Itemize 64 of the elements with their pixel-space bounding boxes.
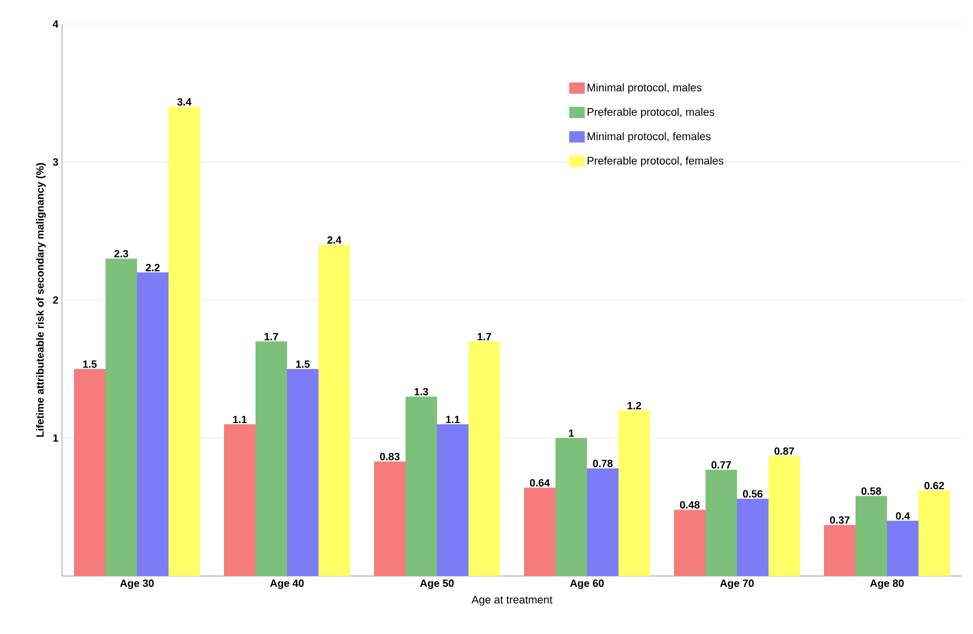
data-label: 1.3 — [414, 388, 428, 396]
legend-label: Preferable protocol, females — [588, 156, 724, 167]
bar — [318, 244, 350, 576]
data-label: 0.78 — [592, 460, 613, 468]
data-label: 0.83 — [380, 452, 400, 460]
data-label: 3.4 — [177, 98, 192, 106]
data-label: 0.37 — [830, 516, 850, 524]
bar — [524, 488, 556, 576]
x-axis-title: Age at treatment — [472, 596, 552, 606]
data-label: 1.5 — [83, 360, 97, 368]
y-tick-label: 2 — [53, 296, 58, 304]
legend-label: Preferable protocol, males — [588, 108, 714, 118]
bar — [406, 396, 438, 576]
data-label: 2.2 — [146, 264, 160, 272]
x-tick-label: Age 80 — [870, 580, 904, 590]
bar — [618, 410, 650, 576]
x-tick-label: Age 50 — [420, 580, 454, 590]
bar — [737, 498, 769, 576]
data-label: 2.3 — [114, 250, 128, 258]
data-label: 0.58 — [861, 487, 882, 495]
bar — [887, 520, 919, 576]
data-label: 1.5 — [296, 360, 310, 368]
bar — [437, 424, 469, 576]
data-label: 1.7 — [478, 333, 492, 340]
bar — [168, 106, 200, 576]
bar — [824, 524, 856, 576]
bar — [287, 369, 318, 576]
bar — [587, 468, 619, 576]
bar — [374, 461, 406, 576]
y-tick-label: 4 — [52, 20, 58, 28]
data-label: 0.77 — [711, 461, 731, 469]
data-label: 0.64 — [530, 479, 550, 486]
y-axis-title: Lifetime attributeable risk of secondary malignancy (%) — [36, 163, 46, 437]
data-label: 0.48 — [680, 501, 700, 509]
bar — [556, 438, 588, 576]
bar — [918, 490, 950, 576]
y-tick-label: 1 — [53, 434, 58, 442]
data-label: 0.4 — [896, 512, 910, 520]
x-tick-label: Age 60 — [570, 580, 604, 590]
bar — [74, 369, 106, 576]
data-label: 1.1 — [446, 416, 460, 424]
data-label: 0.87 — [774, 447, 794, 455]
data-label: 1.7 — [264, 333, 278, 340]
x-tick-label: Age 30 — [120, 580, 154, 590]
bar — [768, 456, 800, 576]
bar — [468, 341, 500, 576]
legend-label: Minimal protocol, males — [588, 83, 702, 94]
data-label: 0.56 — [742, 490, 763, 498]
y-tick-label: 3 — [52, 158, 58, 166]
data-label: 2.4 — [327, 236, 342, 244]
x-tick-label: Age 40 — [270, 580, 304, 590]
data-label: 1 — [569, 430, 574, 437]
bar — [137, 272, 168, 576]
legend-label: Minimal protocol, females — [588, 132, 711, 142]
data-label: 1.2 — [628, 402, 642, 410]
bar — [256, 341, 287, 576]
x-tick-label: Age 70 — [720, 580, 754, 590]
bar — [706, 470, 738, 576]
data-label: 0.62 — [924, 482, 944, 490]
bar — [106, 258, 137, 576]
bar — [224, 424, 256, 576]
bar — [674, 510, 706, 576]
data-label: 1.1 — [233, 416, 247, 424]
bar — [856, 496, 888, 576]
